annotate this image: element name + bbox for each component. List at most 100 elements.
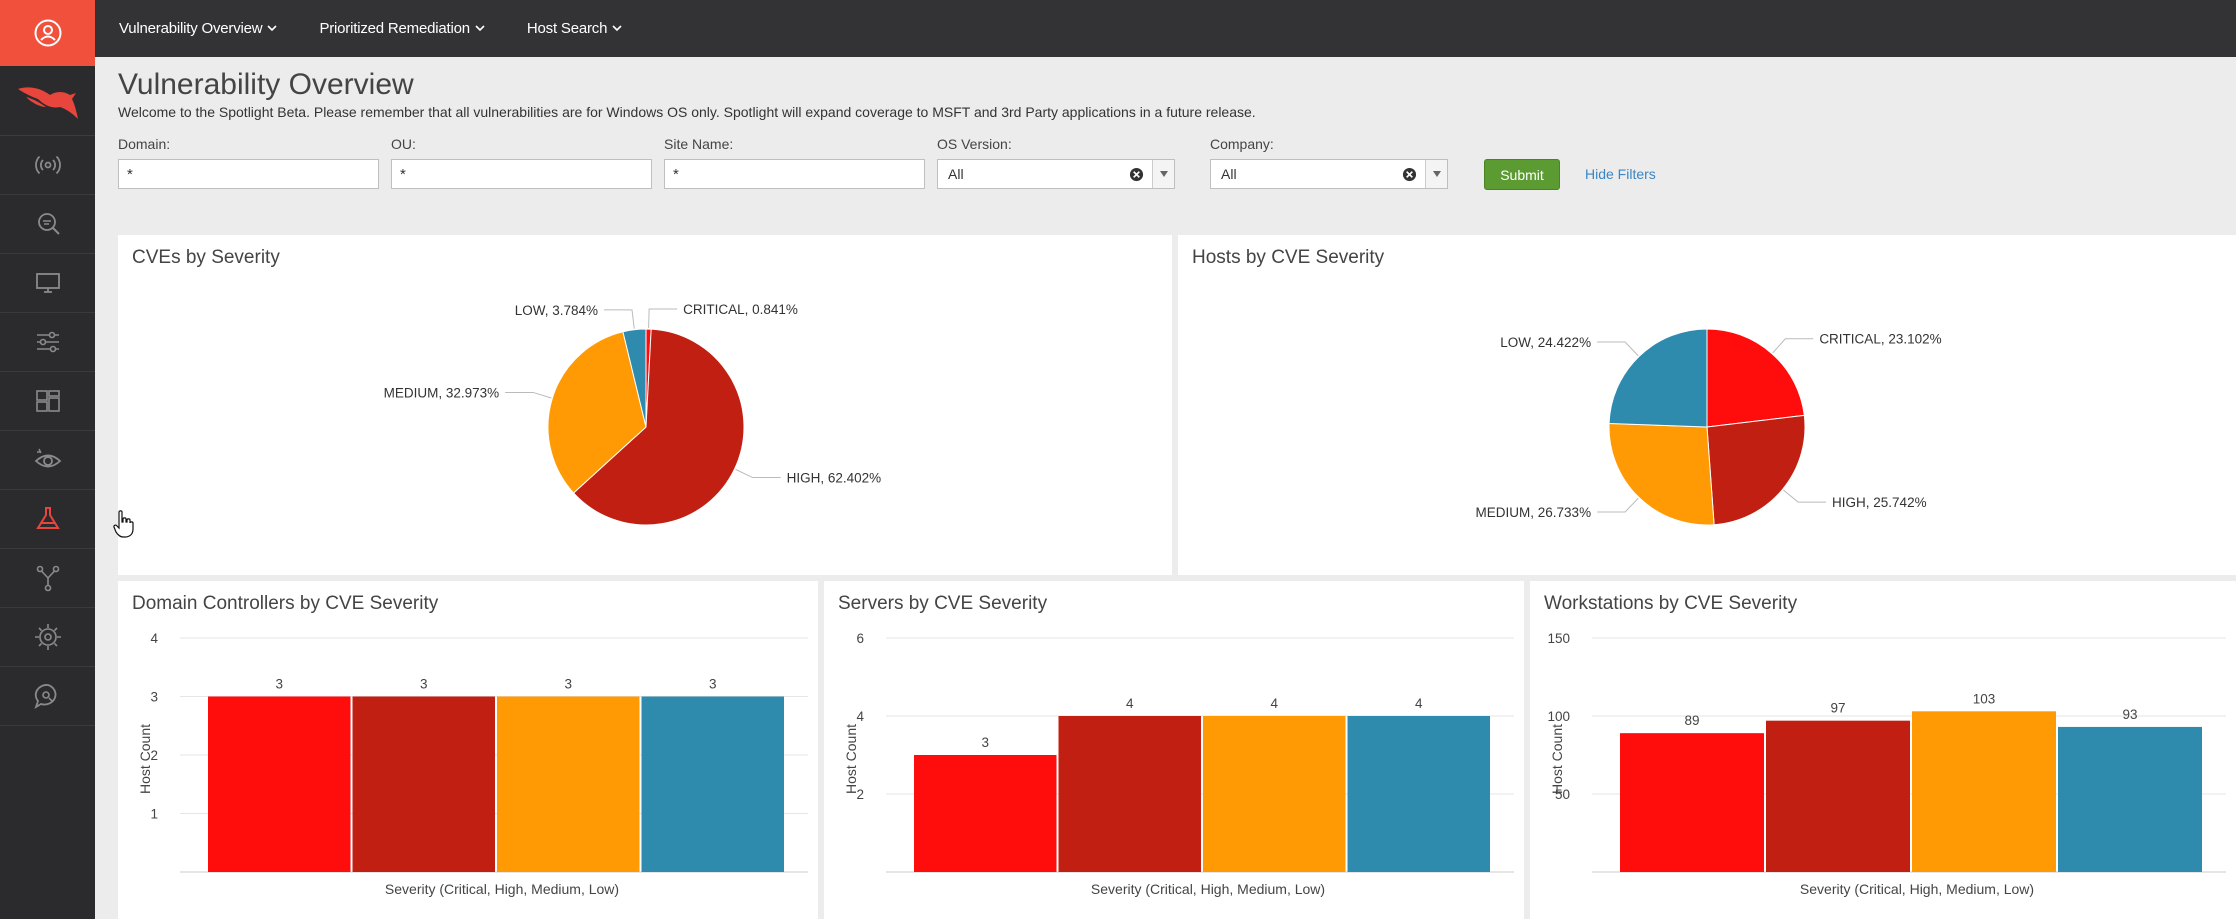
- sidebar-item-chat[interactable]: [0, 667, 95, 726]
- sidebar-item-broadcast[interactable]: [0, 136, 95, 195]
- pie-slice-low[interactable]: [1608, 328, 1708, 428]
- falcon-logo-icon: [17, 86, 78, 119]
- sliders-icon: [36, 331, 59, 353]
- nav-label: Prioritized Remediation: [319, 20, 470, 37]
- hand-cursor-icon: [113, 510, 134, 538]
- panel-title: Servers by CVE Severity: [838, 593, 1048, 614]
- bar-value-label: 93: [2122, 707, 2137, 722]
- search-icon: [37, 213, 60, 235]
- radar-icon: [34, 624, 61, 650]
- user-icon: [34, 19, 61, 47]
- dropdown-arrow-icon[interactable]: [1425, 160, 1447, 188]
- sidebar-item-search[interactable]: [0, 195, 95, 254]
- y-tick-label: 100: [1547, 709, 1570, 724]
- pie-label-low: LOW, 24.422%: [1500, 335, 1591, 350]
- panel-title: CVEs by Severity: [132, 247, 280, 268]
- y-tick-label: 150: [1547, 631, 1570, 646]
- servers-bar-chart: 2 4 6 3 4 4 4 Severity (Critical, High, Medium,…: [843, 631, 1514, 897]
- pie-label-high: HIGH, 25.742%: [1832, 495, 1927, 510]
- chevron-down-icon: [475, 25, 485, 32]
- pie-slice-low[interactable]: [622, 328, 647, 428]
- bar-value-label: 4: [1270, 696, 1278, 711]
- pie-slice-critical[interactable]: [1706, 328, 1805, 428]
- y-tick-label: 3: [150, 690, 158, 705]
- bar-critical[interactable]: [1620, 733, 1764, 872]
- bar-low[interactable]: [2058, 726, 2202, 872]
- ou-input[interactable]: [391, 159, 652, 189]
- bar-critical[interactable]: [208, 696, 351, 873]
- bar-value-label: 3: [564, 677, 572, 692]
- pie-leader-line: [1597, 341, 1639, 357]
- submit-button[interactable]: Submit: [1484, 159, 1560, 190]
- nav-vulnerability-overview[interactable]: Vulnerability Overview: [119, 20, 278, 37]
- site-filter: Site Name:: [664, 136, 925, 189]
- bar-high[interactable]: [352, 696, 496, 873]
- falcon-logo[interactable]: [0, 66, 95, 136]
- bar-medium[interactable]: [497, 696, 640, 873]
- pie-leader-line: [1597, 497, 1639, 513]
- hide-filters-link[interactable]: Hide Filters: [1585, 166, 1656, 182]
- bar-low[interactable]: [641, 696, 785, 873]
- sidebar-item-flask[interactable]: [0, 490, 95, 549]
- domain-filter: Domain:: [118, 136, 379, 189]
- hosts-pie-chart: CRITICAL, 23.102% HIGH, 25.742% MEDIUM, 26…: [1476, 328, 1942, 526]
- hosts-by-severity-panel: Hosts by CVE Severity CRITICAL, 23.102% H…: [1178, 235, 2236, 575]
- user-avatar-button[interactable]: [0, 0, 95, 66]
- sidebar-item-eye[interactable]: [0, 431, 95, 490]
- bar-value-label: 3: [275, 677, 283, 692]
- sidebar-item-network[interactable]: [0, 549, 95, 608]
- pie-slice-high[interactable]: [572, 328, 745, 526]
- pie-label-medium: MEDIUM, 32.973%: [384, 385, 500, 400]
- site-label: Site Name:: [664, 136, 734, 152]
- site-name-input[interactable]: [664, 159, 925, 189]
- nav-prioritized-remediation[interactable]: Prioritized Remediation: [319, 20, 485, 37]
- flask-icon: [35, 507, 60, 529]
- domain-input[interactable]: [118, 159, 379, 189]
- bar-high[interactable]: [1058, 716, 1202, 872]
- pie-slice-high[interactable]: [1706, 414, 1806, 526]
- bar-critical[interactable]: [914, 755, 1057, 872]
- y-tick-label: 6: [856, 631, 864, 646]
- sidebar-item-sliders[interactable]: [0, 313, 95, 372]
- pie-slice-medium[interactable]: [547, 331, 647, 494]
- bar-medium[interactable]: [1203, 716, 1346, 872]
- sidebar-item-radar[interactable]: [0, 608, 95, 667]
- monitor-icon: [35, 273, 60, 293]
- x-axis-title: Severity (Critical, High, Medium, Low): [1800, 881, 2034, 897]
- company-select[interactable]: All: [1210, 159, 1448, 189]
- company-label: Company:: [1210, 136, 1274, 152]
- y-axis-title: Host Count: [137, 724, 153, 794]
- pie-label-critical: CRITICAL, 23.102%: [1819, 332, 1941, 347]
- servers-panel: Servers by CVE Severity 2 4 6 3 4 4 4 Severity …: [824, 581, 1524, 919]
- bar-medium[interactable]: [1912, 711, 2056, 872]
- bar-high[interactable]: [1766, 720, 1910, 872]
- y-tick-label: 4: [150, 631, 158, 646]
- broadcast-icon: [34, 155, 61, 175]
- welcome-message: Welcome to the Spotlight Beta. Please re…: [118, 104, 1256, 120]
- os-version-value: All: [948, 166, 964, 182]
- nav-host-search[interactable]: Host Search: [527, 20, 622, 37]
- clear-icon[interactable]: [1402, 167, 1417, 182]
- cves-by-severity-panel: CVEs by Severity CRITICAL, 0.841% HIGH, 6…: [118, 235, 1172, 575]
- ou-label: OU:: [391, 136, 416, 152]
- dropdown-arrow-icon[interactable]: [1152, 160, 1174, 188]
- panel-title: Workstations by CVE Severity: [1544, 593, 1798, 614]
- y-tick-label: 50: [1555, 787, 1570, 802]
- os-version-select[interactable]: All: [937, 159, 1175, 189]
- sidebar-item-dashboard[interactable]: [0, 372, 95, 431]
- page-title: Vulnerability Overview: [118, 68, 414, 101]
- y-tick-label: 2: [150, 748, 158, 763]
- pie-leader-line: [1783, 489, 1827, 503]
- x-axis-title: Severity (Critical, High, Medium, Low): [385, 881, 619, 897]
- clear-icon[interactable]: [1129, 167, 1144, 182]
- pie-label-critical: CRITICAL, 0.841%: [683, 302, 798, 317]
- company-filter: Company: All: [1210, 136, 1448, 189]
- bar-low[interactable]: [1347, 716, 1491, 872]
- pie-slice-medium[interactable]: [1608, 422, 1715, 526]
- domain-label: Domain:: [118, 136, 171, 152]
- company-value: All: [1221, 166, 1237, 182]
- chevron-down-icon: [612, 25, 622, 32]
- sidebar-item-monitor[interactable]: [0, 254, 95, 313]
- pie-label-high: HIGH, 62.402%: [787, 471, 882, 486]
- pie-leader-line: [604, 309, 635, 329]
